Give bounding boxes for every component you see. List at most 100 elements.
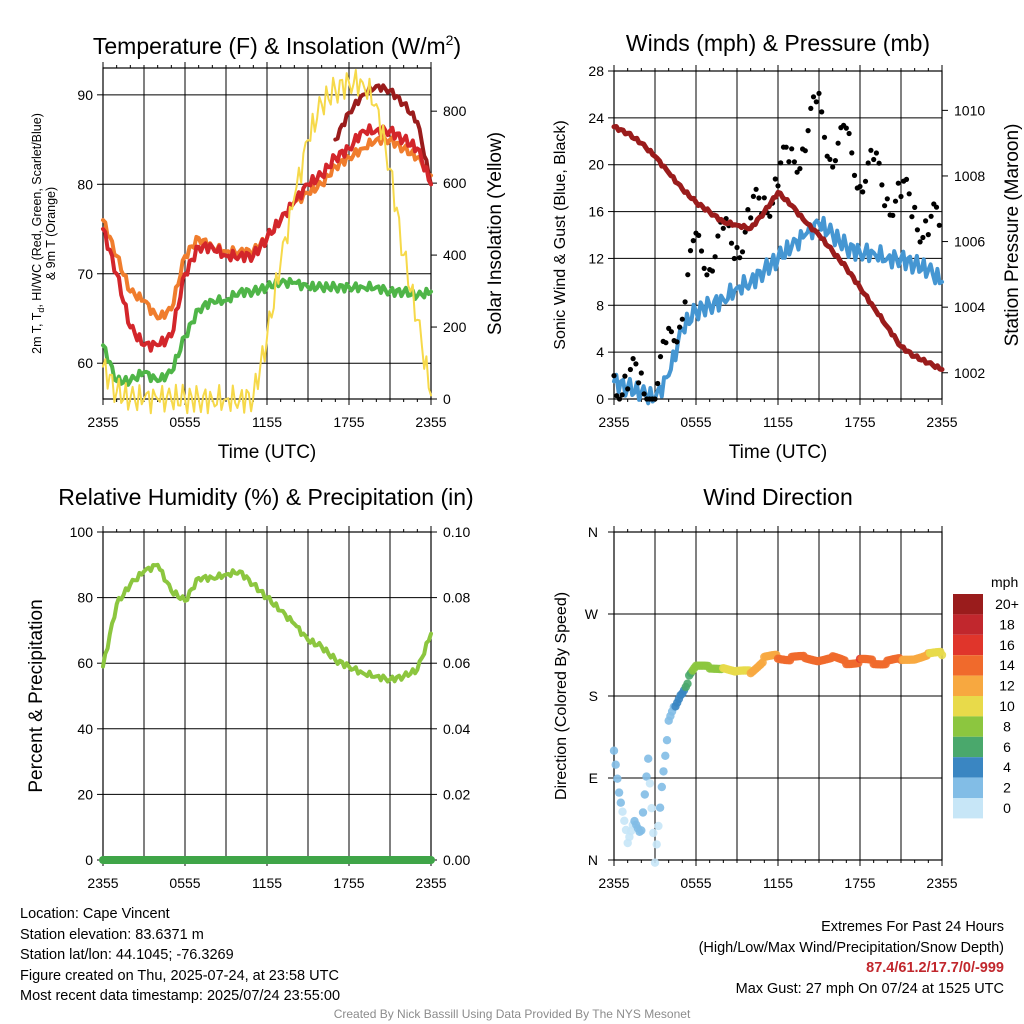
legend-label: 0 (1003, 800, 1011, 816)
gust-point (775, 183, 781, 189)
direction-point (649, 828, 658, 838)
gust-point (871, 156, 877, 163)
gust-point (827, 156, 833, 162)
gust-point (786, 159, 792, 165)
x-tick-label: 0555 (680, 875, 711, 891)
gust-point (682, 299, 688, 305)
y2-tick-label: 0.00 (443, 852, 470, 868)
y2-tick-label: 800 (443, 103, 467, 119)
gust-point (627, 366, 634, 373)
direction-point (650, 858, 660, 867)
direction-point (609, 746, 619, 755)
gust-point (745, 207, 751, 213)
y-tick-label: S (589, 688, 598, 704)
direction-point (637, 826, 646, 835)
gust-point (849, 150, 855, 156)
x-tick-label: 2355 (415, 414, 446, 430)
gust-point (802, 148, 808, 154)
y-axis-label-line2: & 9m T (Orange) (44, 187, 58, 280)
gust-point (712, 254, 718, 260)
gust-point (687, 248, 694, 254)
gust-point (783, 144, 789, 150)
direction-point (618, 807, 627, 816)
y2-tick-label: 1010 (954, 102, 985, 118)
y-tick-label: 60 (77, 655, 93, 671)
y2-axis-label: Station Pressure (Maroon) (1002, 124, 1023, 347)
gust-point (767, 213, 773, 219)
gust-point (709, 268, 716, 274)
figure-created: Figure created on Thu, 2025-07-24, at 23… (20, 967, 339, 984)
gust-point (753, 186, 759, 192)
y-tick-label: 60 (77, 355, 93, 371)
legend-title: mph (991, 574, 1018, 590)
gust-point (728, 240, 735, 246)
x-tick-label: 0555 (680, 414, 711, 430)
relative-humidity-line (101, 562, 433, 684)
gust-point (903, 176, 910, 182)
legend-swatch (953, 614, 983, 635)
y2-tick-label: 1008 (954, 168, 985, 184)
x-tick-label: 1755 (844, 875, 875, 891)
gust-point (756, 195, 762, 201)
station-elevation: Station elevation: 83.6371 m (20, 926, 204, 943)
gust-point (731, 255, 737, 262)
extremes-title: Extremes For Past 24 Hours (821, 919, 1004, 935)
y-axis-label: Sonic Wind & Gust (Blue, Black) (552, 120, 569, 349)
gust-point (663, 340, 669, 346)
text-span: 2m T, T (30, 312, 44, 354)
gust-point (633, 361, 639, 367)
y-tick-label: 0 (596, 391, 604, 407)
station-latlon: Station lat/lon: 44.1045; -76.3269 (20, 947, 234, 963)
y-tick-label: 20 (77, 786, 93, 802)
y-tick-label: 8 (596, 297, 604, 313)
station-pressure-line (611, 124, 945, 372)
gust-point (805, 128, 811, 134)
y-tick-label: 28 (588, 63, 604, 79)
gust-point (882, 203, 888, 209)
x-tick-label: 2355 (926, 414, 957, 430)
y2-tick-label: 0.02 (443, 786, 470, 802)
gust-point (862, 178, 869, 184)
x-tick-label: 2355 (598, 875, 629, 891)
text-span: ) (453, 33, 461, 59)
legend-swatch (953, 736, 983, 758)
x-axis-label: Time (UTC) (218, 442, 317, 463)
extremes-subtitle: (High/Low/Max Wind/Precipitation/Snow De… (698, 939, 1004, 956)
text-span: 2 (446, 32, 454, 48)
gust-point (720, 225, 726, 231)
direction-point (652, 840, 661, 849)
recent-data-timestamp: Most recent data timestamp: 2025/07/24 2… (20, 988, 341, 1004)
gust-point (884, 196, 890, 202)
gust-point (636, 380, 642, 386)
gust-point (739, 249, 746, 255)
gust-point (734, 244, 740, 251)
gust-point (810, 94, 817, 100)
gust-point (813, 99, 819, 105)
legend-label: 10 (999, 698, 1015, 714)
gust-point (936, 222, 942, 228)
y-tick-label: 4 (596, 344, 604, 360)
legend-label: 12 (999, 678, 1015, 694)
text-span: Temperature (F) & Insolation (W/m (93, 33, 446, 59)
y2-tick-label: 1002 (954, 365, 985, 381)
gust-point (690, 238, 696, 244)
y-tick-label: 0 (85, 852, 93, 868)
gust-point (616, 396, 623, 402)
y2-tick-label: 1006 (954, 234, 985, 250)
gust-point (851, 172, 858, 178)
y2-axis-label: Solar Insolation (Yellow) (485, 132, 506, 335)
y-axis-label: 2m T, Td, HI/WC (Red, Green, Scarlet/Blu… (30, 113, 46, 354)
solar-insolation-line (102, 69, 432, 415)
y-axis-label: Direction (Colored By Speed) (553, 592, 570, 800)
legend-swatch (953, 777, 983, 798)
x-tick-label: 1155 (252, 414, 282, 430)
legend-swatch (953, 594, 983, 615)
station-location: Location: Cape Vincent (20, 906, 170, 922)
sonic-wind-line (612, 215, 944, 406)
y-tick-label: E (589, 770, 598, 786)
legend-label: 16 (999, 637, 1015, 653)
gust-point (873, 150, 880, 156)
y-tick-label: N (588, 852, 598, 868)
gust-point (898, 193, 904, 200)
gust-point (638, 370, 644, 376)
